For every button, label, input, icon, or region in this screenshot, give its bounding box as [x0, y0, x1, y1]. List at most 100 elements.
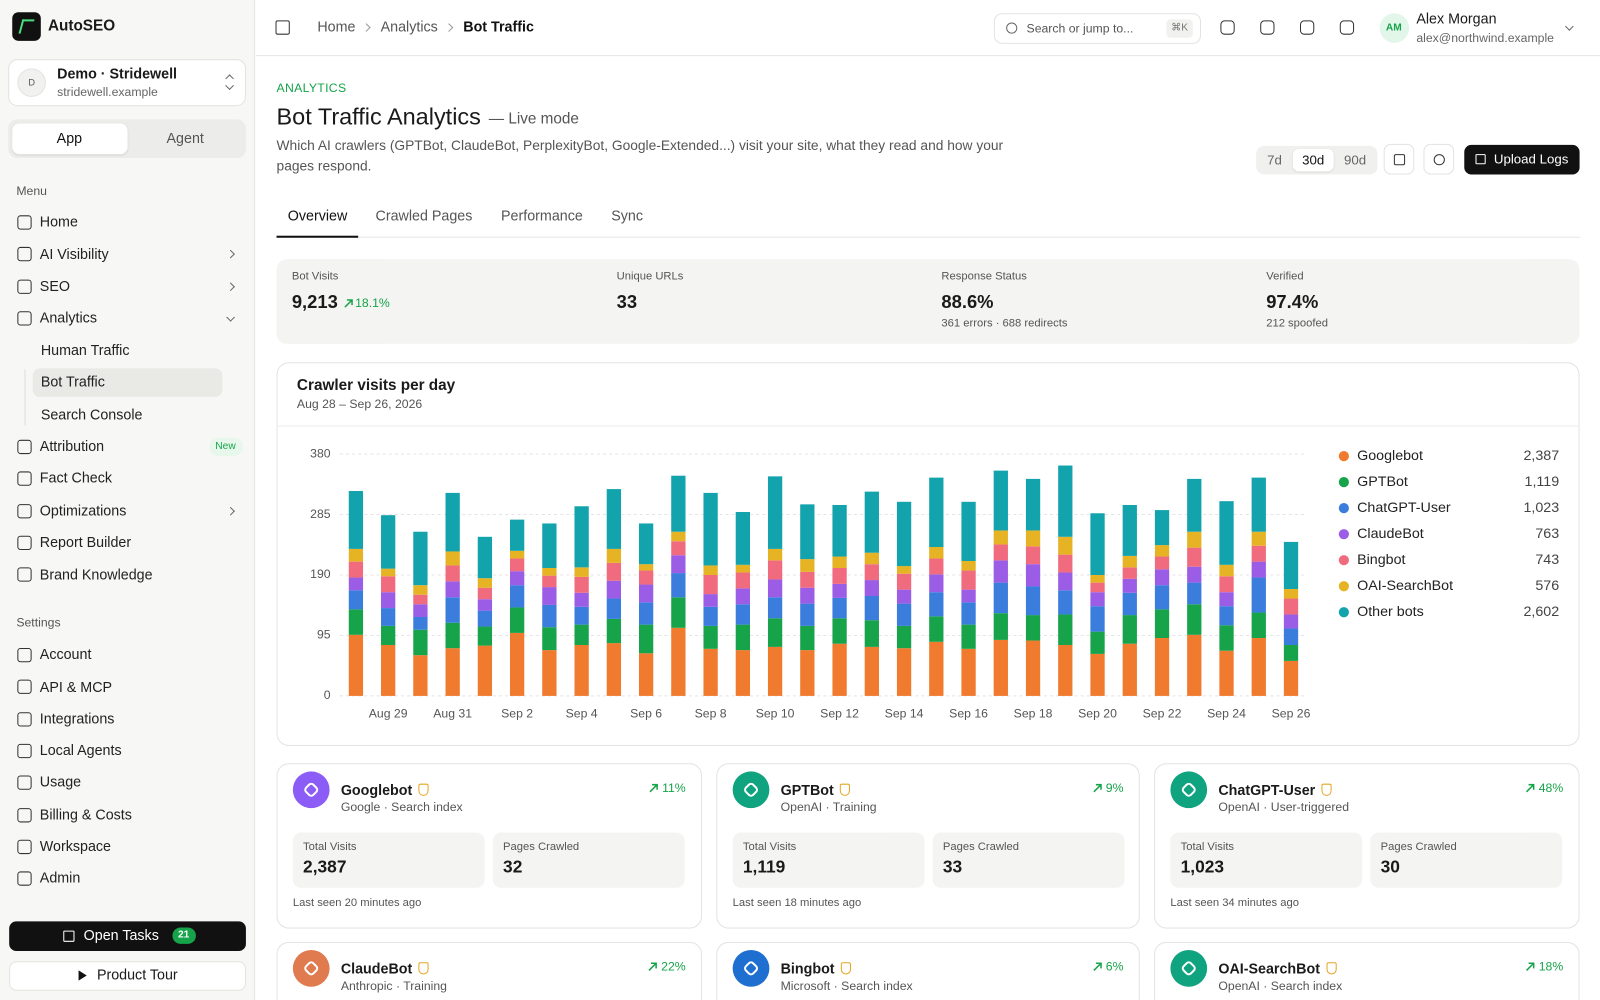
y-tick-label: 190 [310, 567, 331, 581]
stats-panel [276, 259, 1580, 344]
bar-segment [509, 550, 525, 559]
bar-segment [509, 558, 525, 572]
workspace-switcher[interactable] [8, 59, 246, 107]
bar-segment [703, 492, 718, 566]
bar-segment [413, 655, 428, 696]
bot-change: 18% [1538, 958, 1564, 974]
trend-arrow [1525, 961, 1535, 971]
bar-segment [767, 646, 783, 696]
bar-segment [1251, 577, 1266, 613]
bar-segment [477, 645, 493, 696]
user-email: alex@northwind.example [1416, 30, 1554, 45]
bar-segment [509, 519, 525, 551]
breadcrumb-separator [444, 23, 454, 32]
refresh-button[interactable] [1423, 143, 1455, 175]
menu-item: Report Builder [39, 533, 132, 551]
bar-segment [832, 504, 847, 557]
bar-segment [638, 564, 654, 571]
submenu-item: Search Console [40, 405, 143, 423]
stat-value: 88.6% [941, 292, 994, 313]
tab[interactable]: Sync [611, 207, 643, 224]
bar-segment [1122, 615, 1137, 644]
open-tasks-button[interactable] [9, 921, 246, 952]
trend-arrow [1525, 783, 1535, 792]
bot-subtitle: Microsoft · Search index [780, 978, 913, 993]
bot-name-row: ChatGPT-User [1218, 780, 1332, 800]
calendar-button[interactable] [1383, 143, 1415, 175]
bar-segment [993, 639, 1008, 696]
upload-button[interactable] [1464, 144, 1580, 175]
bar-segment [832, 597, 847, 619]
bar-segment [864, 580, 879, 596]
bar-segment [348, 561, 364, 578]
bar-segment [413, 594, 428, 605]
bar-segment [381, 645, 396, 696]
metric-box [492, 832, 685, 888]
bar-segment [1219, 650, 1234, 696]
range-option[interactable]: 30d [1302, 151, 1325, 168]
bar-segment [735, 650, 750, 696]
sidebar-toggle [275, 20, 290, 35]
bar-segment [1154, 569, 1170, 586]
bar-segment [638, 523, 654, 565]
last-seen: Last seen 34 minutes ago [1170, 897, 1299, 910]
bar-segment [1122, 567, 1137, 579]
tab[interactable]: Crawled Pages [375, 207, 473, 224]
bar-segment [606, 580, 622, 599]
bar-segment [445, 597, 460, 623]
bar-segment [671, 475, 686, 532]
bar-segment [1283, 588, 1299, 599]
bot-subtitle: OpenAI · Training [780, 799, 877, 814]
bar-segment [477, 536, 493, 579]
x-tick-label: Sep 22 [1143, 707, 1182, 721]
bar-segment [542, 650, 557, 696]
chart-subtitle: Aug 28 – Sep 26, 2026 [296, 396, 423, 411]
bot-icon [732, 949, 770, 987]
bar-segment [542, 523, 557, 568]
trend-arrow [344, 298, 353, 308]
legend-label: ChatGPT-User [1357, 500, 1451, 516]
tab[interactable]: Overview [287, 207, 348, 224]
bar-segment [1283, 541, 1299, 589]
bar-segment [735, 624, 750, 651]
bot-subtitle: OpenAI · User-triggered [1218, 799, 1350, 814]
bot-name-row: ClaudeBot [341, 958, 429, 978]
bar-segment [1025, 564, 1041, 587]
bar-segment [1187, 478, 1202, 532]
bot-change: 22% [661, 958, 686, 974]
bar-segment [381, 625, 396, 646]
bar-segment [606, 598, 622, 619]
metric-label: Pages Crawled [942, 841, 1019, 854]
bar-segment [445, 648, 460, 696]
menu-icon [17, 279, 32, 294]
bar-segment [348, 577, 364, 591]
bar-segment [671, 541, 686, 556]
bar-segment [606, 489, 622, 549]
y-tick-label: 380 [310, 446, 331, 460]
search-placeholder: Search or jump to... [1026, 21, 1134, 36]
bar-segment [800, 650, 815, 696]
settings-item: Local Agents [39, 741, 122, 759]
legend-swatch [1338, 503, 1349, 514]
bar-segment [638, 653, 654, 696]
bar-segment [542, 627, 557, 651]
bar-segment [348, 548, 364, 562]
bar-segment [929, 592, 944, 617]
settings-icon [17, 647, 32, 663]
bot-subtitle: Anthropic · Training [340, 978, 447, 993]
legend-label: Other bots [1357, 604, 1424, 620]
product-tour-button[interactable] [9, 961, 246, 991]
range-option[interactable]: 7d [1267, 151, 1282, 168]
bar-segment [896, 573, 912, 590]
chart-divider [276, 425, 1580, 427]
chevron [1565, 22, 1574, 31]
tab[interactable]: Performance [501, 207, 583, 224]
range-option[interactable]: 90d [1344, 151, 1367, 168]
bot-change: 9% [1105, 780, 1124, 795]
bar-segment [477, 599, 493, 611]
metric-label: Pages Crawled [503, 841, 580, 854]
x-tick-label: Aug 29 [369, 707, 408, 721]
bar-segment [1090, 592, 1105, 607]
verified-icon [839, 783, 851, 796]
